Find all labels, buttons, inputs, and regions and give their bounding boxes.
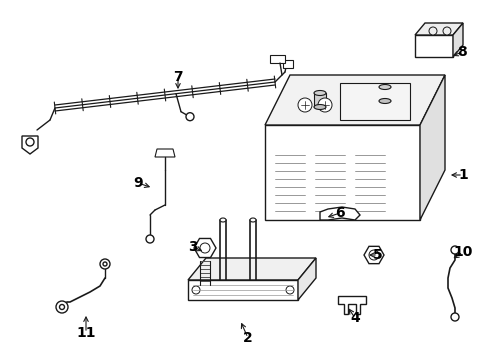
Polygon shape [339, 83, 409, 120]
Polygon shape [313, 93, 325, 107]
Polygon shape [414, 35, 452, 57]
Ellipse shape [220, 218, 225, 222]
Polygon shape [187, 258, 315, 280]
Circle shape [103, 262, 107, 266]
Polygon shape [264, 75, 444, 125]
Polygon shape [337, 296, 365, 314]
Circle shape [428, 27, 436, 35]
Polygon shape [283, 60, 292, 68]
Circle shape [387, 90, 401, 104]
Circle shape [347, 90, 361, 104]
Polygon shape [378, 87, 390, 101]
Polygon shape [194, 238, 216, 257]
Circle shape [450, 246, 458, 254]
Text: 8: 8 [456, 45, 466, 59]
Text: 5: 5 [372, 248, 382, 262]
Text: 9: 9 [133, 176, 142, 190]
Circle shape [146, 235, 154, 243]
Text: 7: 7 [173, 70, 183, 84]
Circle shape [56, 301, 68, 313]
Text: 10: 10 [452, 245, 472, 259]
Circle shape [450, 313, 458, 321]
Polygon shape [452, 23, 462, 57]
Polygon shape [187, 280, 297, 300]
Polygon shape [414, 23, 462, 35]
Ellipse shape [313, 90, 325, 95]
Circle shape [442, 27, 450, 35]
Circle shape [26, 138, 34, 146]
Polygon shape [419, 75, 444, 220]
Polygon shape [264, 125, 419, 220]
Polygon shape [319, 207, 359, 220]
Ellipse shape [313, 104, 325, 109]
Text: 3: 3 [188, 240, 198, 254]
Circle shape [100, 259, 110, 269]
Circle shape [317, 98, 331, 112]
Circle shape [60, 305, 64, 310]
Circle shape [200, 243, 209, 253]
Circle shape [367, 90, 381, 104]
Circle shape [192, 286, 200, 294]
Polygon shape [269, 55, 285, 63]
Text: 6: 6 [334, 206, 344, 220]
Circle shape [297, 98, 311, 112]
Polygon shape [363, 246, 383, 264]
Polygon shape [22, 136, 38, 154]
Polygon shape [297, 258, 315, 300]
Circle shape [285, 286, 293, 294]
Text: 11: 11 [76, 326, 96, 340]
Text: 4: 4 [349, 311, 359, 325]
Ellipse shape [378, 85, 390, 90]
Polygon shape [155, 149, 175, 157]
Ellipse shape [378, 99, 390, 104]
Circle shape [185, 113, 194, 121]
Text: 2: 2 [243, 331, 252, 345]
Text: 1: 1 [457, 168, 467, 182]
Circle shape [368, 250, 378, 260]
Ellipse shape [249, 218, 256, 222]
